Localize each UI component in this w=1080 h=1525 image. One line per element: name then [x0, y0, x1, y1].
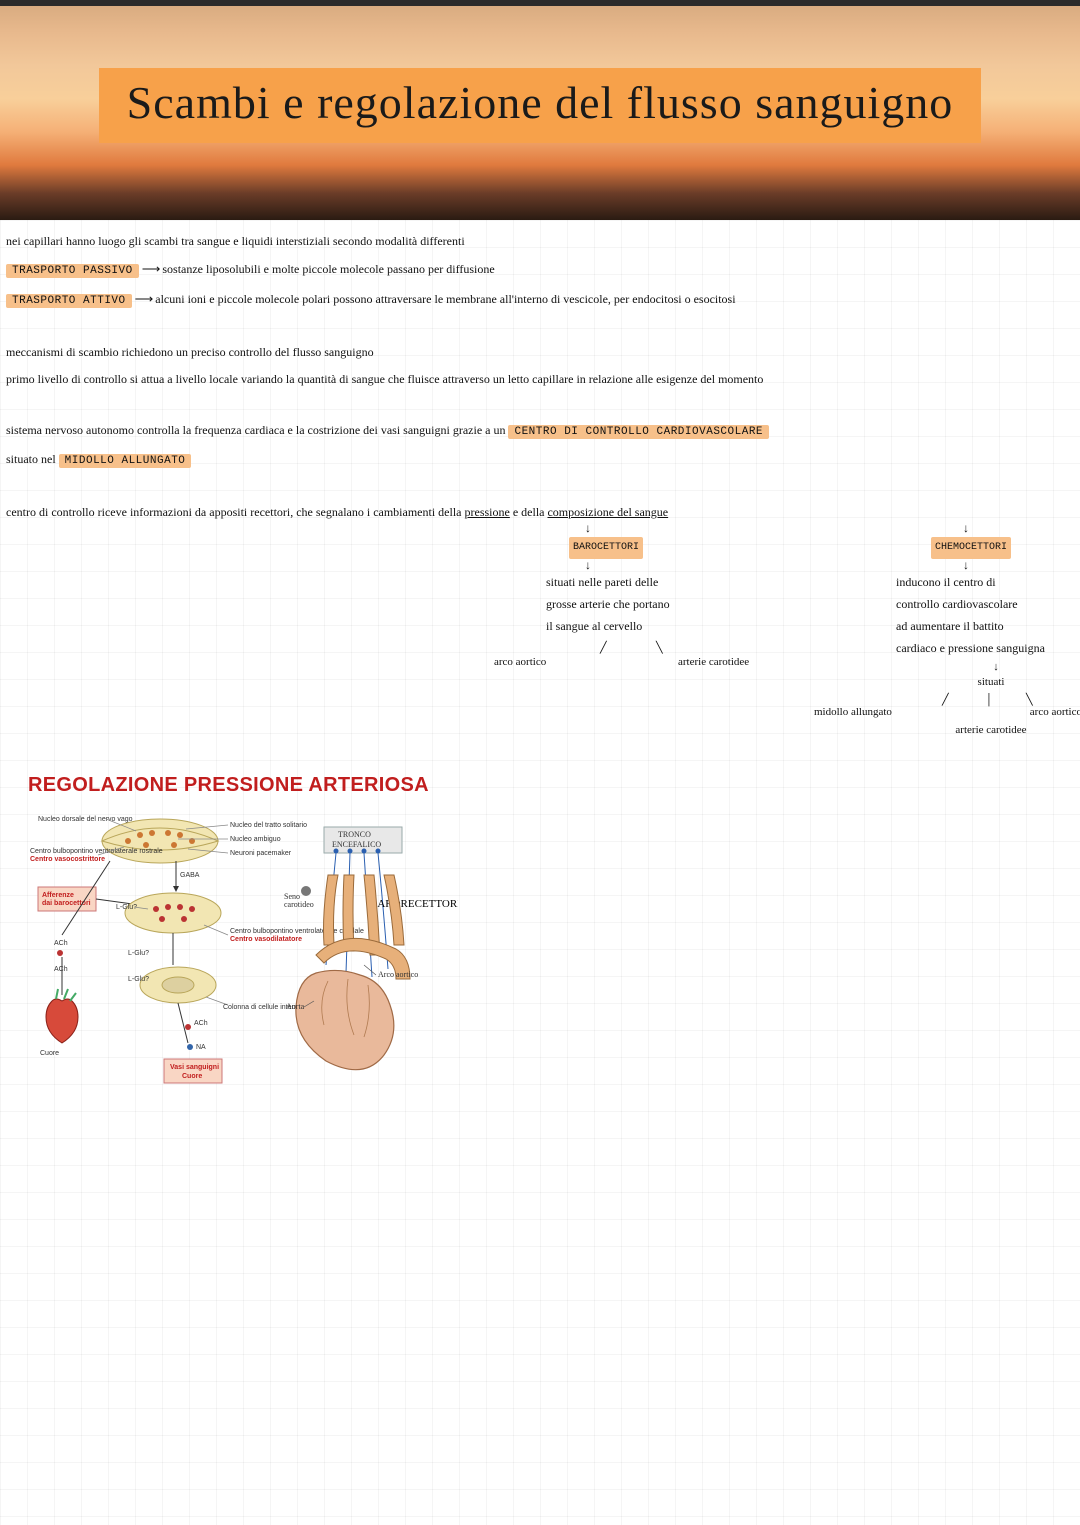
note-line-sist-nervoso: sistema nervoso autonomo controlla la fr… [6, 417, 1074, 446]
text-attivo: alcuni ioni e piccole molecole polari po… [155, 292, 735, 306]
chemocettori-column: ↓ CHEMOCETTORI ↓ inducono il centro di c… [896, 522, 1080, 739]
lbl-barorecettori: BARORECETTORI [370, 898, 458, 910]
barocettori-column: ↓ BAROCETTORI ↓ situati nelle pareti del… [546, 522, 846, 677]
lbl-ach1: ACh [54, 940, 68, 947]
chemo-sub-branch: ↓ situati ╱ │ ╲ midollo allungato arco a… [896, 661, 1080, 739]
note-line-attivo: TRASPORTO ATTIVO ⟶ alcuni ioni e piccole… [6, 285, 1074, 315]
lbl-vasi-1: Vasi sanguigni [170, 1064, 219, 1071]
branch-slash-icon: ╱ [600, 637, 607, 659]
highlight-midollo: MIDOLLO ALLUNGATO [59, 454, 192, 468]
note-line-intro: nei capillari hanno luogo gli scambi tra… [6, 228, 1074, 255]
down-arrow-icon: ↓ [578, 559, 598, 571]
note-line-primo-livello: primo livello di controllo si attua a li… [6, 366, 1074, 393]
lbl-centro-bulbo-rostrale: Centro bulbopontino ventrolaterale rostr… [30, 848, 163, 855]
baro-sub-branch: ╱ ╲ arco aortico arterie carotidee [546, 637, 846, 677]
lbl-tronco-2: ENCEFALICO [332, 840, 381, 849]
vessels [316, 875, 410, 979]
branch-slash-icon: ╱ [942, 691, 949, 709]
note-line-passivo: TRASPORTO PASSIVO ⟶ sostanze liposolubil… [6, 255, 1074, 285]
lbl-na: NA [196, 1044, 206, 1051]
lbl-centro-vasodil: Centro vasodilatatore [230, 936, 302, 943]
underline-composizione: composizione del sangue [547, 505, 668, 519]
baro-text-1: situati nelle pareti delle [546, 571, 846, 593]
lbl-ach3: ACh [194, 1020, 208, 1027]
heart-icon-right [296, 970, 394, 1069]
chemo-branch-right: arco aortico [1030, 703, 1080, 721]
chemo-branch-bottom: arterie carotidee [896, 721, 1080, 739]
lbl-arco-aortico: Arco aortico [378, 970, 418, 979]
text: centro di controllo riceve informazioni … [6, 505, 465, 519]
lbl-lglu3: L-Glu? [128, 976, 149, 983]
lbl-nucleo-ambiguo: Nucleo ambiguo [230, 836, 281, 843]
title-box: Scambi e regolazione del flusso sanguign… [99, 68, 982, 143]
note-line-midollo: situato nel MIDOLLO ALLUNGATO [6, 446, 1074, 475]
page-title: Scambi e regolazione del flusso sanguign… [127, 76, 954, 129]
branch-slash-icon: ╲ [656, 637, 663, 659]
lbl-aorta: Aorta [286, 1002, 305, 1011]
heart-icon-left [46, 989, 78, 1043]
diagram-block: REGOLAZIONE PRESSIONE ARTERIOSA Nucleo d… [28, 772, 458, 1110]
receptor-branches: ↓ BAROCETTORI ↓ situati nelle pareti del… [6, 522, 1074, 742]
diagram-svg: Nucleo del tratto solitario Nucleo ambig… [28, 805, 458, 1100]
lbl-lglu2: L-Glu? [128, 950, 149, 957]
text-passivo: sostanze liposolubili e molte piccole mo… [162, 262, 494, 276]
lbl-cuore: Cuore [40, 1050, 59, 1057]
down-arrow-icon: ↓ [986, 661, 1006, 673]
highlight-attivo: TRASPORTO ATTIVO [6, 294, 132, 308]
lbl-ach2: ACh [54, 966, 68, 973]
notes-area: nei capillari hanno luogo gli scambi tra… [0, 220, 1080, 1525]
down-arrow-icon: ↓ [956, 522, 976, 534]
text: situato nel [6, 452, 59, 466]
text: sistema nervoso autonomo controlla la fr… [6, 423, 508, 437]
lbl-seno2: carotideo [284, 900, 314, 909]
header-sunset: Scambi e regolazione del flusso sanguign… [0, 0, 1080, 220]
lbl-nucleo-dorsale: Nucleo dorsale del nervo vago [38, 816, 133, 823]
lbl-gaba: GABA [180, 872, 200, 879]
chemo-situati: situati [896, 673, 1080, 691]
baro-branch-left: arco aortico [494, 651, 546, 673]
highlight-barocettori: BAROCETTORI [569, 537, 643, 559]
text: e della [513, 505, 548, 519]
arrow-icon: ⟶ [142, 261, 160, 276]
branch-line-icon: │ [986, 691, 993, 709]
lbl-lglu: L-Glu? [116, 904, 137, 911]
highlight-centro-controllo: CENTRO DI CONTROLLO CARDIOVASCOLARE [508, 425, 769, 439]
diagram-title: REGOLAZIONE PRESSIONE ARTERIOSA [28, 772, 458, 799]
chemo-text-1: inducono il centro di [896, 571, 1080, 593]
underline-pressione: pressione [465, 505, 510, 519]
chemo-text-2: controllo cardiovascolare [896, 593, 1080, 615]
lbl-neuroni-pacemaker: Neuroni pacemaker [230, 850, 292, 857]
branch-slash-icon: ╲ [1026, 691, 1033, 709]
down-arrow-icon: ↓ [578, 522, 598, 534]
highlight-passivo: TRASPORTO PASSIVO [6, 264, 139, 278]
highlight-chemocettori: CHEMOCETTORI [931, 537, 1011, 559]
lbl-vasi-2: Cuore [182, 1073, 202, 1080]
baro-text-2: grosse arterie che portano [546, 593, 846, 615]
lbl-centro-vasocostrittore: Centro vasocostrittore [30, 856, 105, 863]
chemo-branch-left: midollo allungato [814, 703, 892, 721]
lbl-afferenze-1: Afferenze [42, 892, 74, 899]
lbl-tronco-1: TRONCO [338, 830, 371, 839]
chemo-text-3: ad aumentare il battito [896, 615, 1080, 637]
arrow-icon: ⟶ [135, 291, 153, 306]
lbl-nucleo-tratto: Nucleo del tratto solitario [230, 822, 307, 829]
down-arrow-icon: ↓ [956, 559, 976, 571]
lbl-afferenze-2: dai barocettori [42, 900, 91, 907]
chemo-text-4: cardiaco e pressione sanguigna [896, 637, 1080, 659]
baro-branch-right: arterie carotidee [678, 651, 749, 673]
baro-text-3: il sangue al cervello [546, 615, 846, 637]
note-line-meccanismi: meccanismi di scambio richiedono un prec… [6, 339, 1074, 366]
